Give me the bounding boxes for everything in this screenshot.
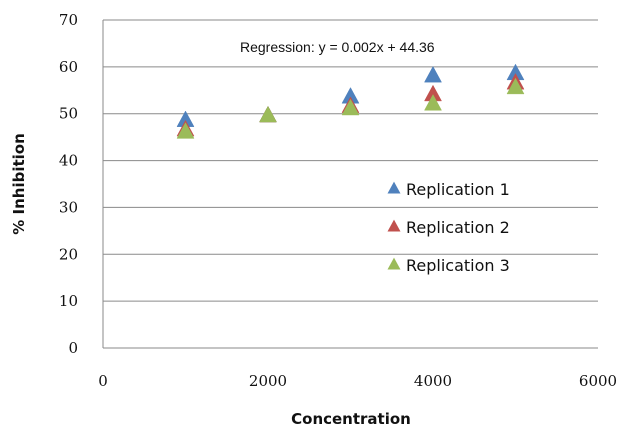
y-tick-labels: 0 10 20 30 40 50 60 70: [59, 11, 78, 357]
legend-marker-1: [387, 181, 401, 194]
point-replication-3-4000: [424, 94, 442, 111]
legend-label-1: Replication 1: [406, 180, 510, 199]
x-tick-label: 4000: [414, 372, 452, 390]
x-tick-label: 6000: [579, 372, 617, 390]
y-tick-label: 20: [59, 245, 78, 263]
x-tick-label: 2000: [249, 372, 287, 390]
y-tick-label: 60: [59, 58, 78, 76]
x-axis-title: Concentration: [291, 410, 411, 428]
axes: [102, 20, 598, 349]
point-replication-3-5000: [506, 77, 525, 95]
regression-annotation: Regression: y = 0.002x + 44.36: [240, 39, 435, 55]
point-replication-3-3000: [341, 98, 360, 116]
point-replication-3-2000: [259, 105, 277, 123]
legend-marker-3: [387, 257, 401, 270]
y-tick-label: 40: [59, 152, 78, 170]
point-replication-1-4000: [424, 66, 442, 83]
data-points: [176, 63, 525, 139]
point-replication-3-1000: [176, 122, 195, 139]
y-tick-label: 70: [59, 11, 78, 29]
x-tick-label: 0: [98, 372, 108, 390]
legend-label-2: Replication 2: [406, 218, 510, 237]
y-tick-label: 30: [59, 198, 78, 216]
legend-label-3: Replication 3: [406, 256, 510, 275]
legend: Replication 1 Replication 2 Replication 3: [387, 180, 510, 275]
x-tick-labels: 0 2000 4000 6000: [98, 372, 617, 390]
y-tick-label: 0: [68, 339, 78, 357]
y-tick-label: 10: [59, 292, 78, 310]
legend-marker-2: [387, 219, 401, 232]
y-axis-title: % Inhibition: [10, 133, 28, 235]
y-tick-label: 50: [59, 105, 78, 123]
gridlines: [103, 19, 598, 302]
